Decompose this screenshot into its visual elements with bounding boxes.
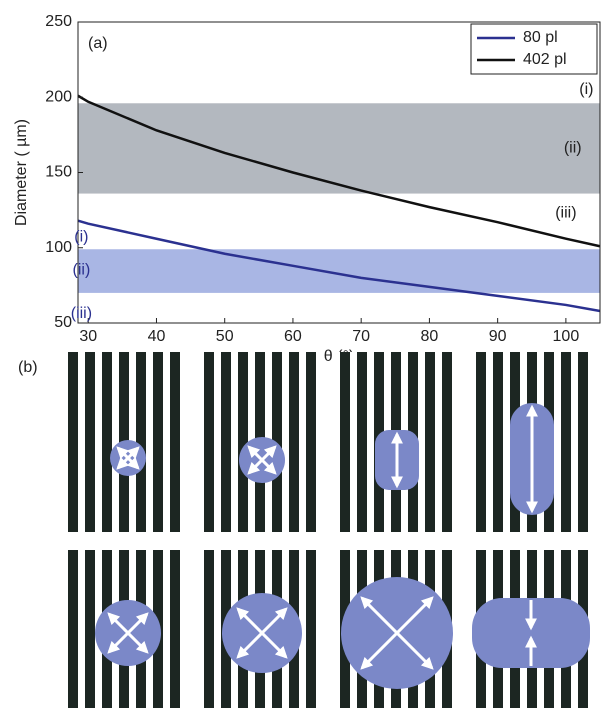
- y-tick-label: 100: [45, 239, 72, 256]
- x-tick-label: 30: [79, 328, 97, 345]
- annotation: (i): [579, 81, 593, 98]
- panel-label: (a): [88, 35, 108, 52]
- annotation: (ii): [73, 262, 91, 279]
- diagram: (b): [18, 352, 590, 708]
- band: [78, 249, 600, 293]
- y-tick-label: 200: [45, 88, 72, 105]
- x-tick-label: 60: [284, 328, 302, 345]
- x-tick-label: 70: [352, 328, 370, 345]
- x-tick-label: 80: [421, 328, 439, 345]
- y-tick-label: 150: [45, 164, 72, 181]
- annotation: (iii): [555, 204, 576, 221]
- y-axis-label: Diameter ( µm): [13, 119, 30, 226]
- y-tick-label: 50: [54, 314, 72, 331]
- y-tick-label: 250: [45, 13, 72, 30]
- x-tick-label: 90: [489, 328, 507, 345]
- panel-label: (b): [18, 359, 38, 376]
- band: [78, 103, 600, 193]
- x-tick-label: 100: [553, 328, 580, 345]
- annotation: (ii): [564, 140, 582, 157]
- figure: 3040506070809010050100150200250θ (°)Diam…: [0, 0, 603, 713]
- x-tick-label: 40: [148, 328, 166, 345]
- legend-label: 80 pl: [523, 29, 558, 46]
- annotation: (iii): [71, 305, 92, 322]
- annotation: (i): [74, 228, 88, 245]
- legend-label: 402 pl: [523, 51, 567, 68]
- x-tick-label: 50: [216, 328, 234, 345]
